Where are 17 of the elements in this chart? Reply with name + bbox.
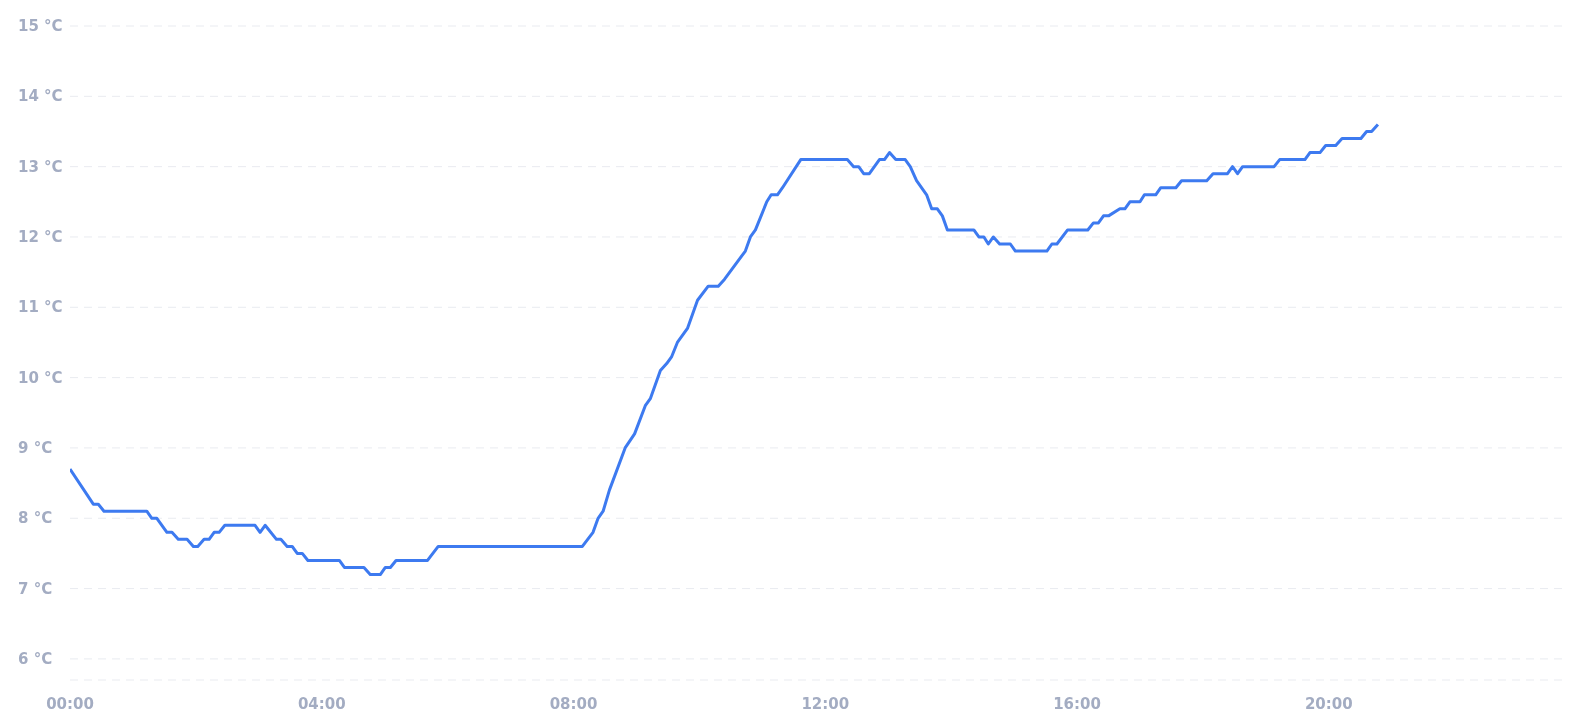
y-tick-label: 14 °C (18, 87, 63, 106)
y-tick-label: 6 °C (18, 649, 53, 668)
x-tick-label: 12:00 (801, 694, 850, 713)
y-tick-label: 11 °C (18, 298, 63, 317)
x-tick-label: 08:00 (549, 694, 598, 713)
y-tick-label: 9 °C (18, 438, 53, 457)
x-tick-label: 20:00 (1304, 694, 1353, 713)
y-tick-label: 12 °C (18, 227, 63, 246)
x-tick-label: 04:00 (297, 694, 346, 713)
line-series (70, 122, 1380, 577)
y-tick-label: 8 °C (18, 509, 53, 528)
y-tick-label: 13 °C (18, 157, 63, 176)
y-tick-label: 10 °C (18, 368, 63, 387)
x-tick-label: 00:00 (46, 694, 94, 713)
x-tick-label: 16:00 (1053, 694, 1101, 713)
y-tick-label: 7 °C (18, 579, 53, 598)
y-tick-label: 15 °C (18, 17, 63, 35)
